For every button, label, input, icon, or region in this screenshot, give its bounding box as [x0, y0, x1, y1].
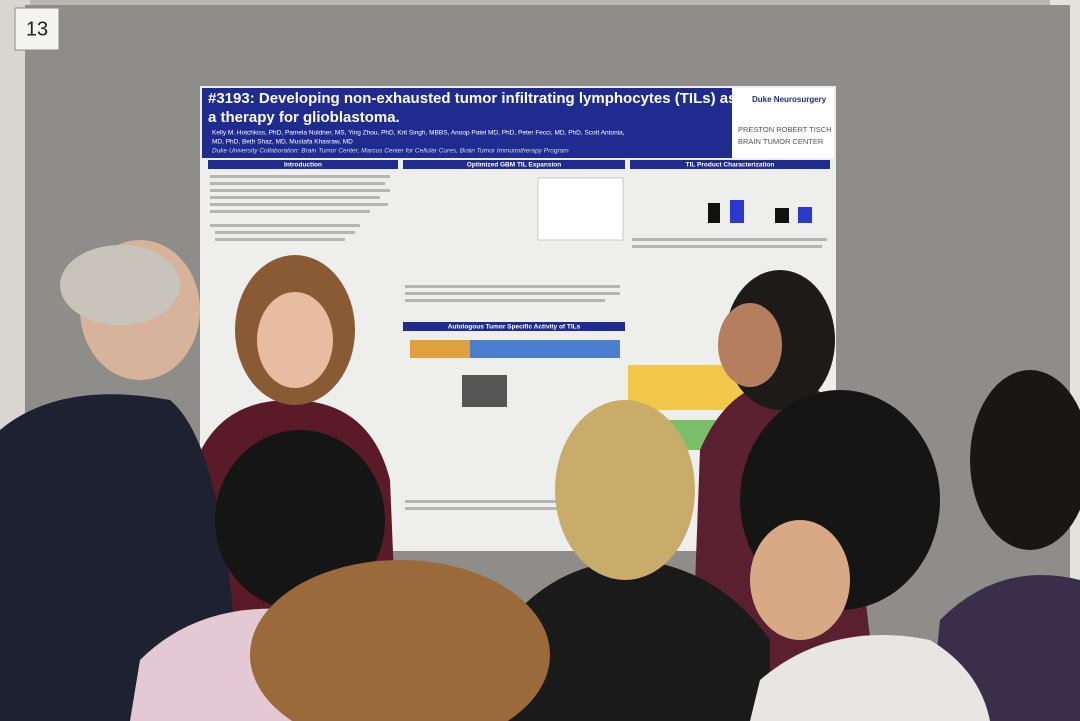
table — [537, 177, 624, 241]
face — [257, 292, 333, 388]
section-title: Optimized GBM TIL Expansion — [467, 162, 562, 169]
poster-title: #3193: Developing non-exhausted tumor in… — [208, 90, 736, 107]
sign — [14, 7, 60, 51]
affiliation: Duke University Collaboration: Brain Tum… — [212, 148, 569, 155]
face — [750, 520, 850, 640]
bar-figure — [730, 200, 744, 223]
section-header — [403, 322, 625, 331]
face — [718, 303, 782, 387]
dark-hair — [215, 430, 385, 610]
logo-box — [732, 88, 834, 158]
people — [0, 240, 1080, 721]
bar-figure — [798, 207, 812, 223]
head — [970, 370, 1080, 550]
section-header — [403, 160, 625, 169]
logo-text: Duke Neurosurgery — [752, 95, 827, 104]
authors: MD, PhD, Beth Shaz, MD, Mustafa Khasraw,… — [212, 139, 353, 146]
curly-hair — [250, 560, 550, 721]
section-title: TIL Product Characterization — [686, 162, 775, 169]
flow-arrows — [470, 340, 620, 358]
title-band — [202, 88, 732, 158]
body-text — [210, 175, 827, 510]
section-title: Autologous Tumor Specific Activity of TI… — [448, 324, 581, 331]
woman-back — [500, 560, 770, 721]
section-header — [630, 160, 830, 169]
blonde-hair — [555, 400, 695, 580]
section-title: Introduction — [284, 162, 322, 169]
poster-title: a therapy for glioblastoma. — [208, 109, 400, 126]
authors: Kelly M. Hotchkiss, PhD, Pamela Noldner,… — [212, 130, 625, 137]
fleece — [750, 635, 990, 721]
sign-number: 13 — [26, 18, 48, 40]
bar-figure — [775, 208, 789, 223]
section-header — [208, 160, 398, 169]
bar-figure — [708, 203, 720, 223]
logo-text: BRAIN TUMOR CENTER — [738, 137, 824, 146]
hair — [60, 245, 180, 325]
logo-text: PRESTON ROBERT TISCH — [738, 125, 832, 134]
micrograph — [462, 375, 507, 407]
